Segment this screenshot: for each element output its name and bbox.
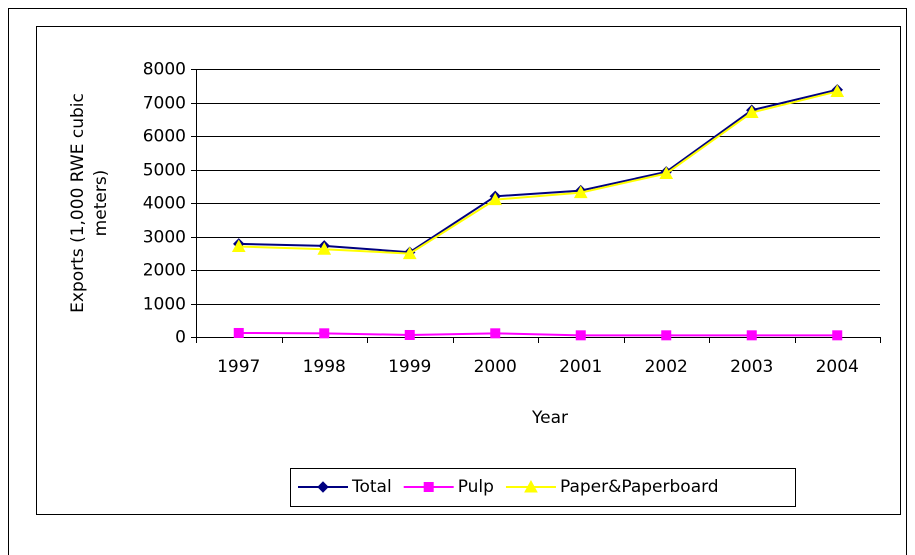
y-tick-label: 0	[175, 328, 186, 348]
y-tick-label: 2000	[143, 261, 186, 281]
legend-label: Pulp	[458, 477, 494, 497]
legend-label: Paper&Paperboard	[560, 477, 719, 497]
legend-label: Total	[351, 477, 392, 497]
x-tick-label: 2003	[730, 357, 773, 377]
data-point	[659, 166, 674, 180]
data-point	[404, 329, 415, 340]
x-tick-label: 2001	[559, 357, 602, 377]
x-tick-label: 1997	[217, 357, 260, 377]
data-point	[744, 105, 759, 119]
x-tick-label: 1999	[388, 357, 431, 377]
data-point	[233, 327, 244, 338]
data-point	[402, 246, 417, 260]
y-tick-label: 8000	[143, 60, 186, 80]
x-tick-label: 1998	[303, 357, 346, 377]
data-point	[317, 242, 332, 255]
data-point	[490, 328, 501, 339]
data-point	[319, 328, 330, 339]
data-point	[573, 185, 588, 199]
series-line	[238, 331, 838, 337]
x-axis-label: Year	[531, 408, 568, 428]
legend-marker	[524, 479, 538, 493]
outer-frame	[8, 8, 907, 555]
x-tick-label: 2000	[474, 357, 517, 377]
data-point	[231, 239, 246, 253]
data-point	[661, 330, 672, 341]
y-axis-label: meters)	[91, 170, 111, 237]
y-axis-label: Exports (1,000 RWE cubic	[68, 93, 88, 313]
data-point	[575, 330, 586, 341]
data-point	[832, 330, 843, 341]
y-tick-label: 7000	[143, 94, 186, 114]
series-line	[238, 88, 838, 254]
data-point	[830, 84, 845, 97]
series-line	[238, 90, 838, 255]
data-point	[746, 330, 757, 341]
data-point	[488, 192, 503, 206]
y-tick-label: 4000	[143, 194, 186, 214]
y-tick-label: 1000	[143, 295, 186, 315]
y-tick-label: 3000	[143, 228, 186, 248]
x-tick-label: 2002	[645, 357, 688, 377]
legend-marker	[423, 482, 434, 492]
y-tick-label: 5000	[143, 161, 186, 181]
x-tick-label: 2004	[816, 357, 859, 377]
y-tick-label: 6000	[143, 127, 186, 147]
legend-marker	[317, 481, 329, 493]
